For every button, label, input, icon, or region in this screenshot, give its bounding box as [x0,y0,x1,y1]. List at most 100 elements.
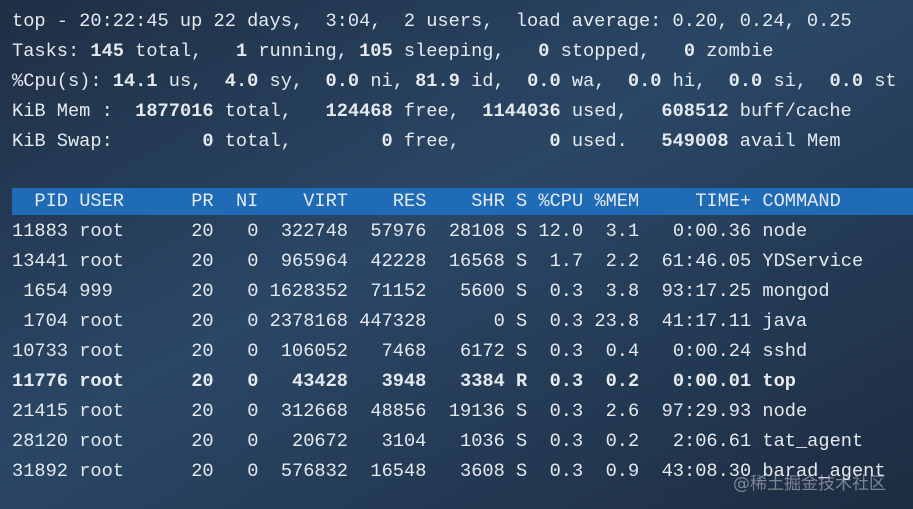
table-cell: 20 [191,370,213,392]
table-cell: 20 [191,310,213,332]
summary-text: 0 [202,130,213,152]
summary-text: running, [247,40,359,62]
table-cell: 0.2 [606,370,640,392]
table-cell: S [516,220,527,242]
table-cell: root [79,400,124,422]
column-header: %MEM [594,190,639,212]
table-cell: 3384 [460,370,505,392]
table-cell: 999 [79,280,113,302]
summary-line: KiB Swap: 0 total, 0 free, 0 used. 54900… [12,130,841,152]
table-cell: mongod [762,280,829,302]
table-cell: 11776 [12,370,68,392]
table-cell: 0 [247,250,258,272]
table-cell: 0:00.24 [673,340,751,362]
table-cell: 10733 [12,340,68,362]
table-cell: root [79,340,124,362]
table-cell: 31892 [12,460,68,482]
table-cell: 0 [247,430,258,452]
table-cell: S [516,280,527,302]
table-cell: top [762,370,796,392]
table-cell: 13441 [12,250,68,272]
table-cell: 0.3 [550,370,584,392]
table-cell: 0.4 [606,340,640,362]
summary-text: 81.9 [415,70,460,92]
table-cell: root [79,430,124,452]
summary-text: 124468 [326,100,393,122]
table-cell: 3104 [382,430,427,452]
table-cell: 20 [191,430,213,452]
summary-text: 0 [381,130,392,152]
summary-text: stopped, [549,40,683,62]
summary-text: sy, [258,70,325,92]
table-cell: 2.2 [606,250,640,272]
summary-text: hi, [661,70,728,92]
table-cell: 0.3 [550,340,584,362]
table-cell: 2:06.61 [673,430,751,452]
table-cell: 12.0 [538,220,583,242]
table-cell: 1.7 [550,250,584,272]
table-cell: 28108 [449,220,505,242]
table-cell: 7468 [382,340,427,362]
summary-text: 105 [359,40,393,62]
summary-text: Tasks: [12,40,90,62]
summary-line: KiB Mem : 1877016 total, 124468 free, 11… [12,100,852,122]
summary-text: total, [214,130,382,152]
column-header: USER [79,190,124,212]
table-cell: 97:29.93 [662,400,752,422]
table-cell: 28120 [12,430,68,452]
column-header: %CPU [538,190,583,212]
table-cell: 43:08.30 [662,460,752,482]
table-cell: 20 [191,220,213,242]
summary-text: used, [561,100,662,122]
table-cell: 21415 [12,400,68,422]
summary-text: 4.0 [225,70,259,92]
table-cell: 2.6 [606,400,640,422]
table-cell: 1628352 [270,280,348,302]
table-cell: 20 [191,280,213,302]
table-cell: 0 [494,310,505,332]
table-cell: 0.3 [550,400,584,422]
table-cell: 0.9 [606,460,640,482]
column-header: TIME+ [695,190,751,212]
table-cell: 0.3 [550,460,584,482]
summary-text: 0 [538,40,549,62]
summary-text: ni, [359,70,415,92]
table-cell: YDService [762,250,863,272]
table-cell: 312668 [281,400,348,422]
summary-text: 0.0 [729,70,763,92]
table-cell: 41:17.11 [662,310,752,332]
table-cell: 0:00.36 [673,220,751,242]
table-cell: 3948 [382,370,427,392]
table-cell: tat_agent [762,430,863,452]
summary-text: KiB Swap: [12,130,202,152]
table-cell: S [516,400,527,422]
summary-text: 0.0 [326,70,360,92]
table-cell: 1654 [23,280,68,302]
table-cell: R [516,370,528,392]
summary-text: id, [460,70,527,92]
summary-text: avail Mem [729,130,841,152]
table-cell: 48856 [370,400,426,422]
table-cell: node [762,400,807,422]
table-cell: 2378168 [270,310,348,332]
summary-text: 0.0 [527,70,561,92]
summary-text: sleeping, [393,40,539,62]
summary-text: 145 [90,40,124,62]
table-cell: 0.3 [550,310,584,332]
summary-text: used. [561,130,662,152]
table-cell: 0.2 [606,430,640,452]
summary-text: 1144036 [482,100,560,122]
table-cell: 3.1 [606,220,640,242]
summary-text: 14.1 [113,70,158,92]
table-cell: 1704 [23,310,68,332]
table-cell: sshd [762,340,807,362]
table-cell: 20 [191,460,213,482]
table-cell: node [762,220,807,242]
table-cell: 0 [247,340,258,362]
table-cell: 57976 [370,220,426,242]
table-cell: root [79,220,124,242]
summary-text: 0 [684,40,695,62]
table-cell: 965964 [281,250,348,272]
